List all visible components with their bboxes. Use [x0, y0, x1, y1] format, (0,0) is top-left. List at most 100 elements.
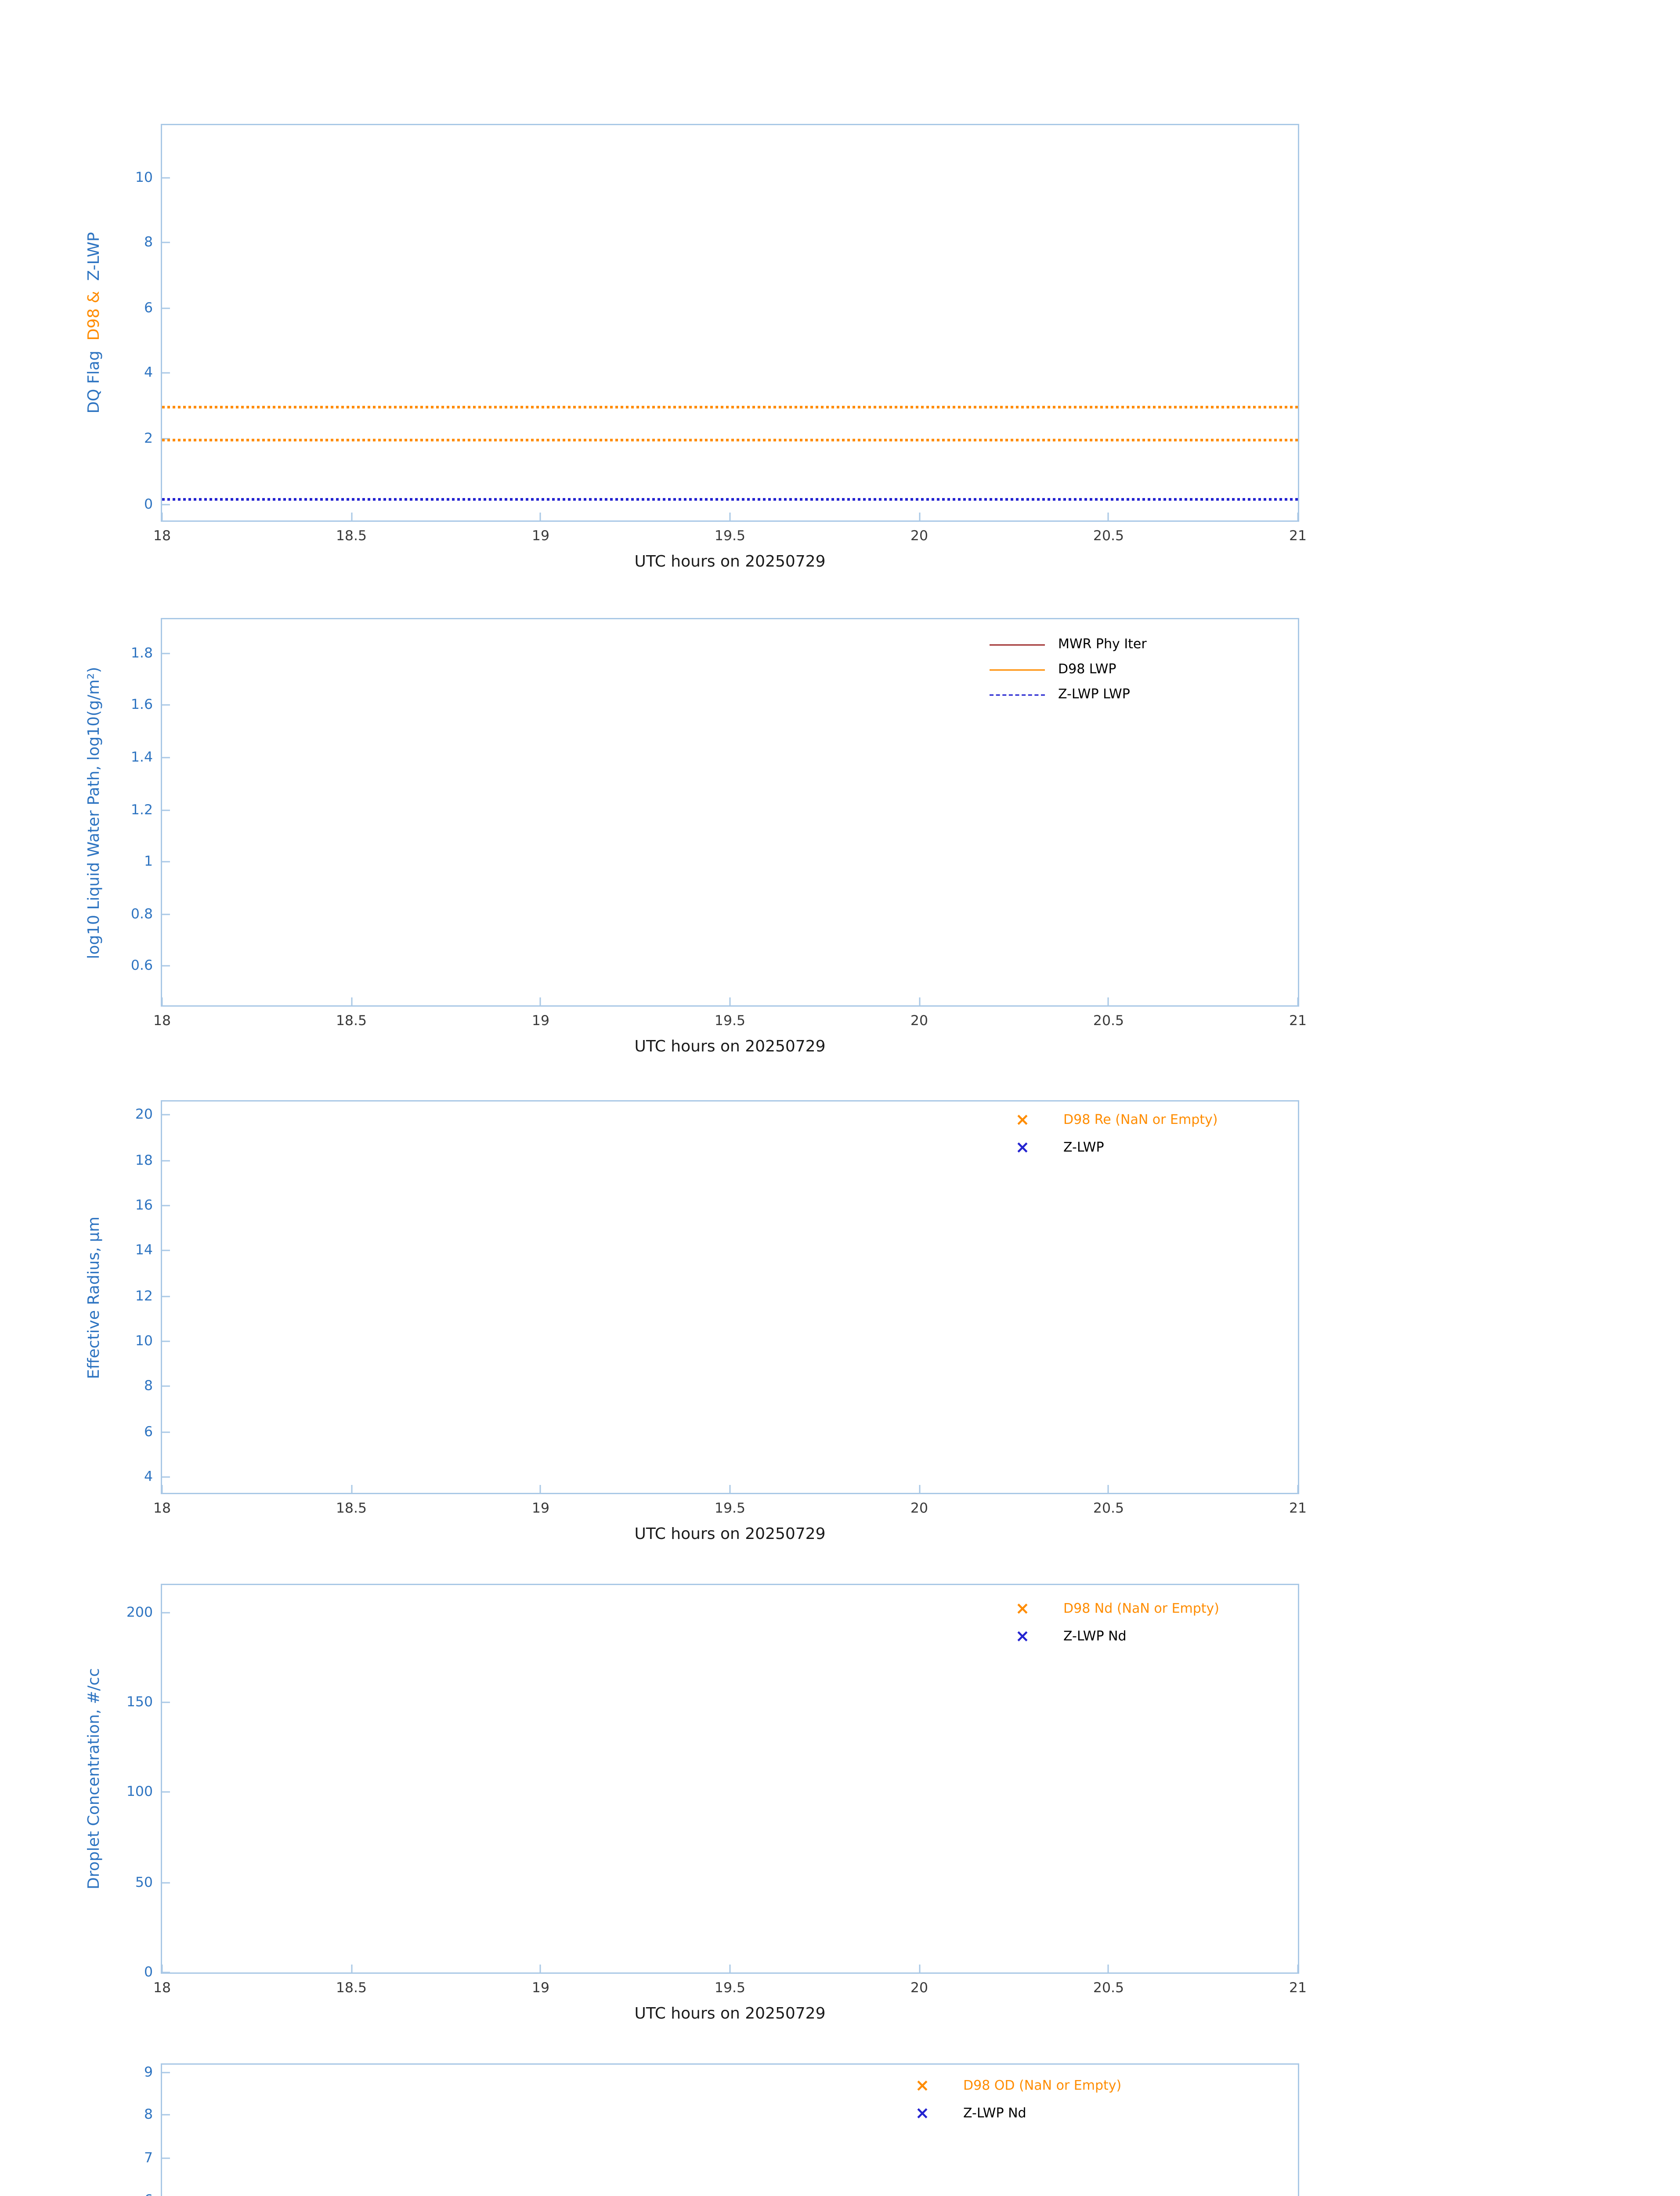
x-tick: [1297, 1965, 1299, 1972]
x-tick: [540, 1485, 542, 1493]
x-tick: [350, 997, 352, 1005]
x-tick: [161, 997, 163, 1005]
series-line: [162, 439, 1298, 442]
y-tick: [162, 503, 170, 505]
legend-label: Z-LWP LWP: [1058, 688, 1130, 702]
y-tick-label: 1: [144, 854, 153, 870]
legend: × D98 Re (NaN or Empty) × Z-LWP: [995, 1107, 1218, 1162]
x-tick: [540, 997, 542, 1005]
x-marker-icon: ×: [1015, 1600, 1030, 1619]
y-tick-label: 4: [144, 1469, 153, 1485]
legend-label: D98 Re (NaN or Empty): [1063, 1113, 1218, 1128]
y-tick-label: 10: [135, 169, 153, 185]
x-tick-label: 18: [153, 1980, 171, 1996]
dashed-line-sample-icon: [990, 694, 1045, 696]
y-tick-label: 4: [144, 365, 153, 382]
legend-label: D98 OD (NaN or Empty): [963, 2079, 1122, 2094]
y-tick: [162, 1882, 170, 1883]
x-marker-icon: ×: [1015, 1627, 1030, 1647]
dq-flag-panel: 18 18.5 19 19.5 20 20.5 21 0 2 4 6 8 10 DQ Flag D98 &…: [84, 124, 1307, 571]
line-sample-icon: [990, 644, 1045, 646]
legend-label: Z-LWP Nd: [963, 2107, 1026, 2121]
y-tick: [162, 1205, 170, 1206]
y-tick-label: 0: [144, 496, 153, 512]
legend-row: × Z-LWP Nd: [995, 1623, 1219, 1651]
y-tick-label: 2: [144, 431, 153, 447]
x-tick-label: 18.5: [336, 1013, 367, 1029]
x-tick-label: 20: [910, 1980, 929, 1996]
legend-label: Z-LWP Nd: [1063, 1630, 1127, 1644]
y-tick: [162, 1159, 170, 1161]
legend-label: MWR Phy Iter: [1058, 638, 1147, 652]
y-tick-label: 1.2: [130, 802, 153, 818]
y-tick: [162, 913, 170, 915]
x-tick-label: 20: [910, 1013, 929, 1029]
y-tick-label: 6: [144, 300, 153, 316]
y-tick-label: 8: [144, 1378, 153, 1394]
y-axis-label-segment: DQ Flag: [84, 350, 103, 414]
y-axis-label-segment: D98 &: [84, 291, 103, 351]
x-tick-label: 20: [910, 1501, 929, 1517]
x-tick-label: 19.5: [714, 528, 746, 544]
y-axis-label: Effective Radius, μm: [84, 1216, 103, 1379]
y-tick: [162, 652, 170, 654]
y-tick-label: 0.6: [130, 958, 153, 974]
y-tick-label: 18: [135, 1152, 153, 1168]
x-tick: [918, 1485, 920, 1493]
y-tick-label: 6: [144, 1423, 153, 1440]
y-tick-label: 0: [144, 1965, 153, 1980]
y-tick: [162, 307, 170, 309]
x-tick: [161, 513, 163, 520]
y-tick-label: 16: [135, 1197, 153, 1214]
y-tick: [162, 1611, 170, 1613]
x-tick: [1297, 997, 1299, 1005]
legend-row: × D98 Nd (NaN or Empty): [995, 1596, 1219, 1623]
x-tick: [350, 1965, 352, 1972]
x-tick: [350, 513, 352, 520]
y-tick-label: 14: [135, 1242, 153, 1259]
x-tick-label: 19.5: [714, 1501, 746, 1517]
y-tick-label: 0.8: [130, 906, 153, 922]
x-tick: [161, 1965, 163, 1972]
y-tick-label: 150: [126, 1694, 153, 1710]
y-tick: [162, 1340, 170, 1342]
x-tick: [918, 513, 920, 520]
liquid-water-path-panel: 18 18.5 19 19.5 20 20.5 21 0.6 0.8 1 1.2 1.4 1.6 1.8 l…: [84, 618, 1307, 1055]
x-tick: [729, 1965, 731, 1972]
y-tick-label: 10: [135, 1333, 153, 1349]
x-tick: [540, 1965, 542, 1972]
y-tick: [162, 1295, 170, 1297]
y-tick: [162, 242, 170, 244]
x-tick-label: 18.5: [336, 1980, 367, 1996]
y-tick-label: 8: [144, 2107, 153, 2124]
x-tick: [1108, 513, 1109, 520]
x-tick-label: 19: [531, 1501, 550, 1517]
x-tick: [1297, 1485, 1299, 1493]
y-tick-label: 8: [144, 235, 153, 251]
x-marker-icon: ×: [1015, 1138, 1030, 1158]
y-tick-label: 12: [135, 1288, 153, 1304]
x-tick: [729, 513, 731, 520]
y-tick: [162, 1701, 170, 1703]
x-tick: [729, 997, 731, 1005]
x-axis-label: UTC hours on 20250729: [634, 2004, 826, 2023]
y-tick-label: 1.6: [130, 697, 153, 713]
legend: × D98 OD (NaN or Empty) × Z-LWP Nd: [895, 2073, 1122, 2128]
y-tick: [162, 1431, 170, 1433]
y-tick: [162, 177, 170, 178]
legend: × D98 Nd (NaN or Empty) × Z-LWP Nd: [995, 1596, 1219, 1651]
series-line: [162, 406, 1298, 409]
y-tick-label: 50: [135, 1874, 153, 1890]
x-tick-label: 20: [910, 528, 929, 544]
y-tick: [162, 757, 170, 758]
y-tick: [162, 372, 170, 374]
y-tick-label: 1.8: [130, 645, 153, 661]
legend: MWR Phy Iter D98 LWP Z-LWP LWP: [990, 632, 1147, 708]
x-tick: [918, 1965, 920, 1972]
legend-row: × Z-LWP: [995, 1134, 1218, 1162]
y-tick: [162, 1386, 170, 1387]
x-tick-label: 18: [153, 1501, 171, 1517]
effective-radius-panel: 18 18.5 19 19.5 20 20.5 21 4 6 8 10 12 14 16 18 20 Effec…: [84, 1100, 1307, 1543]
x-tick-label: 20.5: [1093, 1013, 1124, 1029]
y-tick: [162, 2114, 170, 2116]
